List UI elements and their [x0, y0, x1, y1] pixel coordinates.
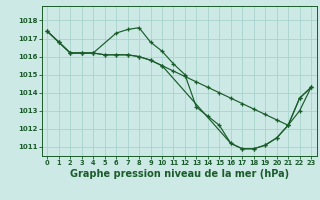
- X-axis label: Graphe pression niveau de la mer (hPa): Graphe pression niveau de la mer (hPa): [70, 169, 289, 179]
